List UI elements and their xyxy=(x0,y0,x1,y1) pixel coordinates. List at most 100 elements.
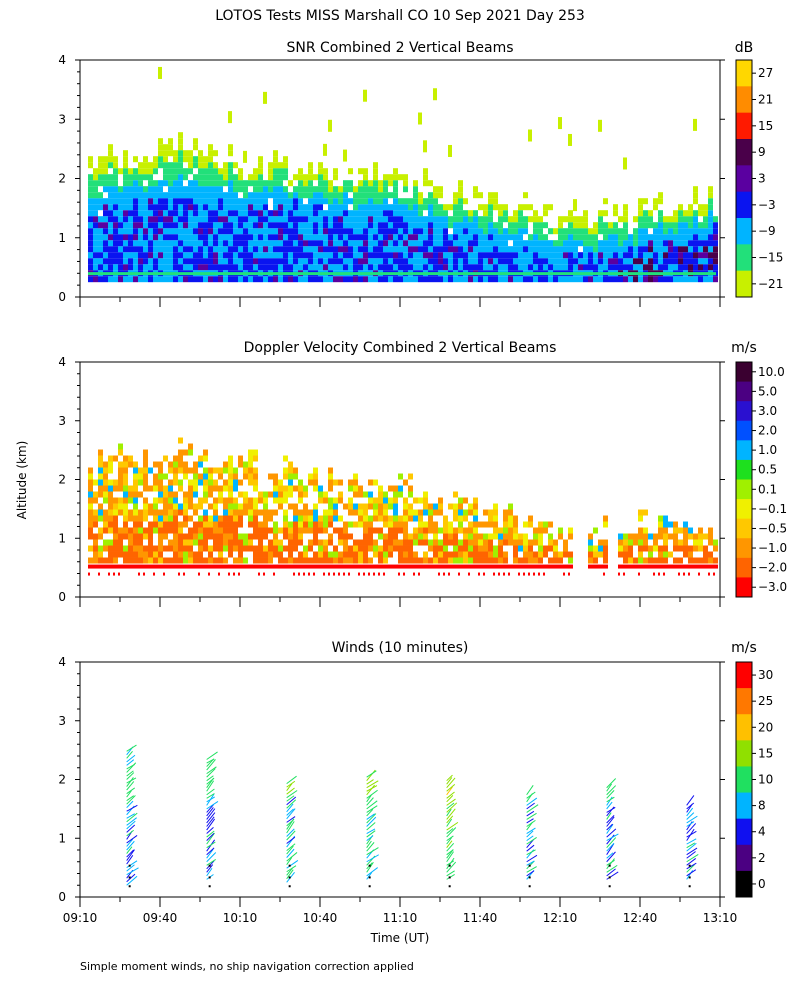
velocity-base-cell xyxy=(638,564,643,569)
snr-cell xyxy=(448,216,453,223)
snr-cell xyxy=(123,192,128,199)
snr-colorbar-units: dB xyxy=(735,40,754,56)
snr-cell xyxy=(403,222,408,229)
velocity-cell xyxy=(168,491,173,498)
snr-cell xyxy=(113,264,118,271)
snr-cell xyxy=(128,264,133,271)
velocity-cell xyxy=(288,545,293,552)
snr-cell xyxy=(198,150,203,157)
velocity-cell xyxy=(678,539,683,546)
snr-cell xyxy=(363,276,368,283)
snr-cell xyxy=(208,144,213,151)
snr-cell xyxy=(93,204,98,211)
snr-cell xyxy=(598,258,603,265)
snr-cell xyxy=(313,210,318,217)
snr-cell xyxy=(713,216,718,223)
snr-cell xyxy=(683,222,688,229)
colorbar-label: 20 xyxy=(758,720,773,734)
velocity-cell xyxy=(203,485,208,492)
snr-cell xyxy=(648,276,653,283)
velocity-cell xyxy=(398,491,403,498)
snr-cell xyxy=(578,228,583,235)
snr-cell xyxy=(488,204,493,211)
snr-cell xyxy=(463,258,468,265)
snr-cell xyxy=(298,174,303,181)
y-tick-label: 0 xyxy=(58,590,66,604)
snr-cell xyxy=(328,192,333,199)
velocity-cell xyxy=(503,521,508,528)
snr-cell xyxy=(93,258,98,265)
velocity-base-cell xyxy=(553,564,558,569)
snr-cell xyxy=(638,264,643,271)
snr-cell xyxy=(343,228,348,235)
velocity-cell xyxy=(463,527,468,534)
velocity-cell xyxy=(318,545,323,552)
snr-cell xyxy=(258,174,263,181)
snr-cell xyxy=(173,186,178,193)
velocity-base-cell xyxy=(418,564,423,569)
velocity-cell xyxy=(568,551,573,558)
snr-cell xyxy=(393,264,398,271)
velocity-cell xyxy=(623,539,628,546)
velocity-cell xyxy=(403,557,408,564)
snr-cell xyxy=(438,240,443,247)
velocity-cell xyxy=(703,557,708,564)
snr-cell xyxy=(683,276,688,283)
snr-cell xyxy=(238,264,243,271)
colorbar-label: −3 xyxy=(758,198,776,212)
velocity-cell xyxy=(493,527,498,534)
snr-cell xyxy=(123,168,128,175)
snr-cell xyxy=(528,216,533,223)
velocity-cell xyxy=(278,557,283,564)
snr-cell xyxy=(573,252,578,259)
wind-vector xyxy=(366,835,374,841)
velocity-cell xyxy=(183,503,188,510)
snr-cell xyxy=(283,252,288,259)
snr-cell xyxy=(288,216,293,223)
snr-cell xyxy=(278,240,283,247)
velocity-cell xyxy=(483,539,488,546)
snr-cell xyxy=(633,234,638,241)
snr-cell xyxy=(568,222,573,229)
velocity-cell xyxy=(293,557,298,564)
snr-cell xyxy=(178,246,183,253)
wind-vector xyxy=(286,830,296,841)
snr-cell xyxy=(368,222,373,229)
snr-cell xyxy=(408,228,413,235)
snr-cell xyxy=(248,240,253,247)
snr-cell xyxy=(93,168,98,175)
snr-cell xyxy=(483,240,488,247)
snr-cell xyxy=(328,228,333,235)
velocity-cell xyxy=(598,551,603,558)
snr-cell xyxy=(653,240,658,247)
snr-cell xyxy=(153,210,158,217)
snr-cell xyxy=(678,264,683,271)
snr-cell xyxy=(213,162,218,169)
snr-cell xyxy=(103,264,108,271)
snr-cell xyxy=(388,180,393,187)
snr-cell xyxy=(633,252,638,259)
snr-cell xyxy=(363,204,368,211)
snr-cell xyxy=(548,264,553,271)
snr-cell xyxy=(258,198,263,205)
velocity-cell xyxy=(188,539,193,546)
snr-cell xyxy=(113,210,118,217)
velocity-cell xyxy=(178,521,183,528)
velocity-cell xyxy=(233,485,238,492)
snr-cell xyxy=(673,216,678,223)
snr-cell xyxy=(293,174,298,181)
snr-cell xyxy=(108,180,113,187)
velocity-base-cell xyxy=(388,564,393,569)
snr-cell xyxy=(138,222,143,229)
velocity-cell xyxy=(168,497,173,504)
velocity-cell xyxy=(273,485,278,492)
snr-cell xyxy=(503,234,508,241)
snr-cell xyxy=(503,216,508,223)
snr-cell xyxy=(128,192,133,199)
wind-vector xyxy=(686,869,697,877)
velocity-base-cell xyxy=(498,564,503,569)
velocity-cell xyxy=(233,539,238,546)
wind-vector xyxy=(446,837,452,845)
snr-cell xyxy=(158,258,163,265)
snr-cell xyxy=(173,264,178,271)
